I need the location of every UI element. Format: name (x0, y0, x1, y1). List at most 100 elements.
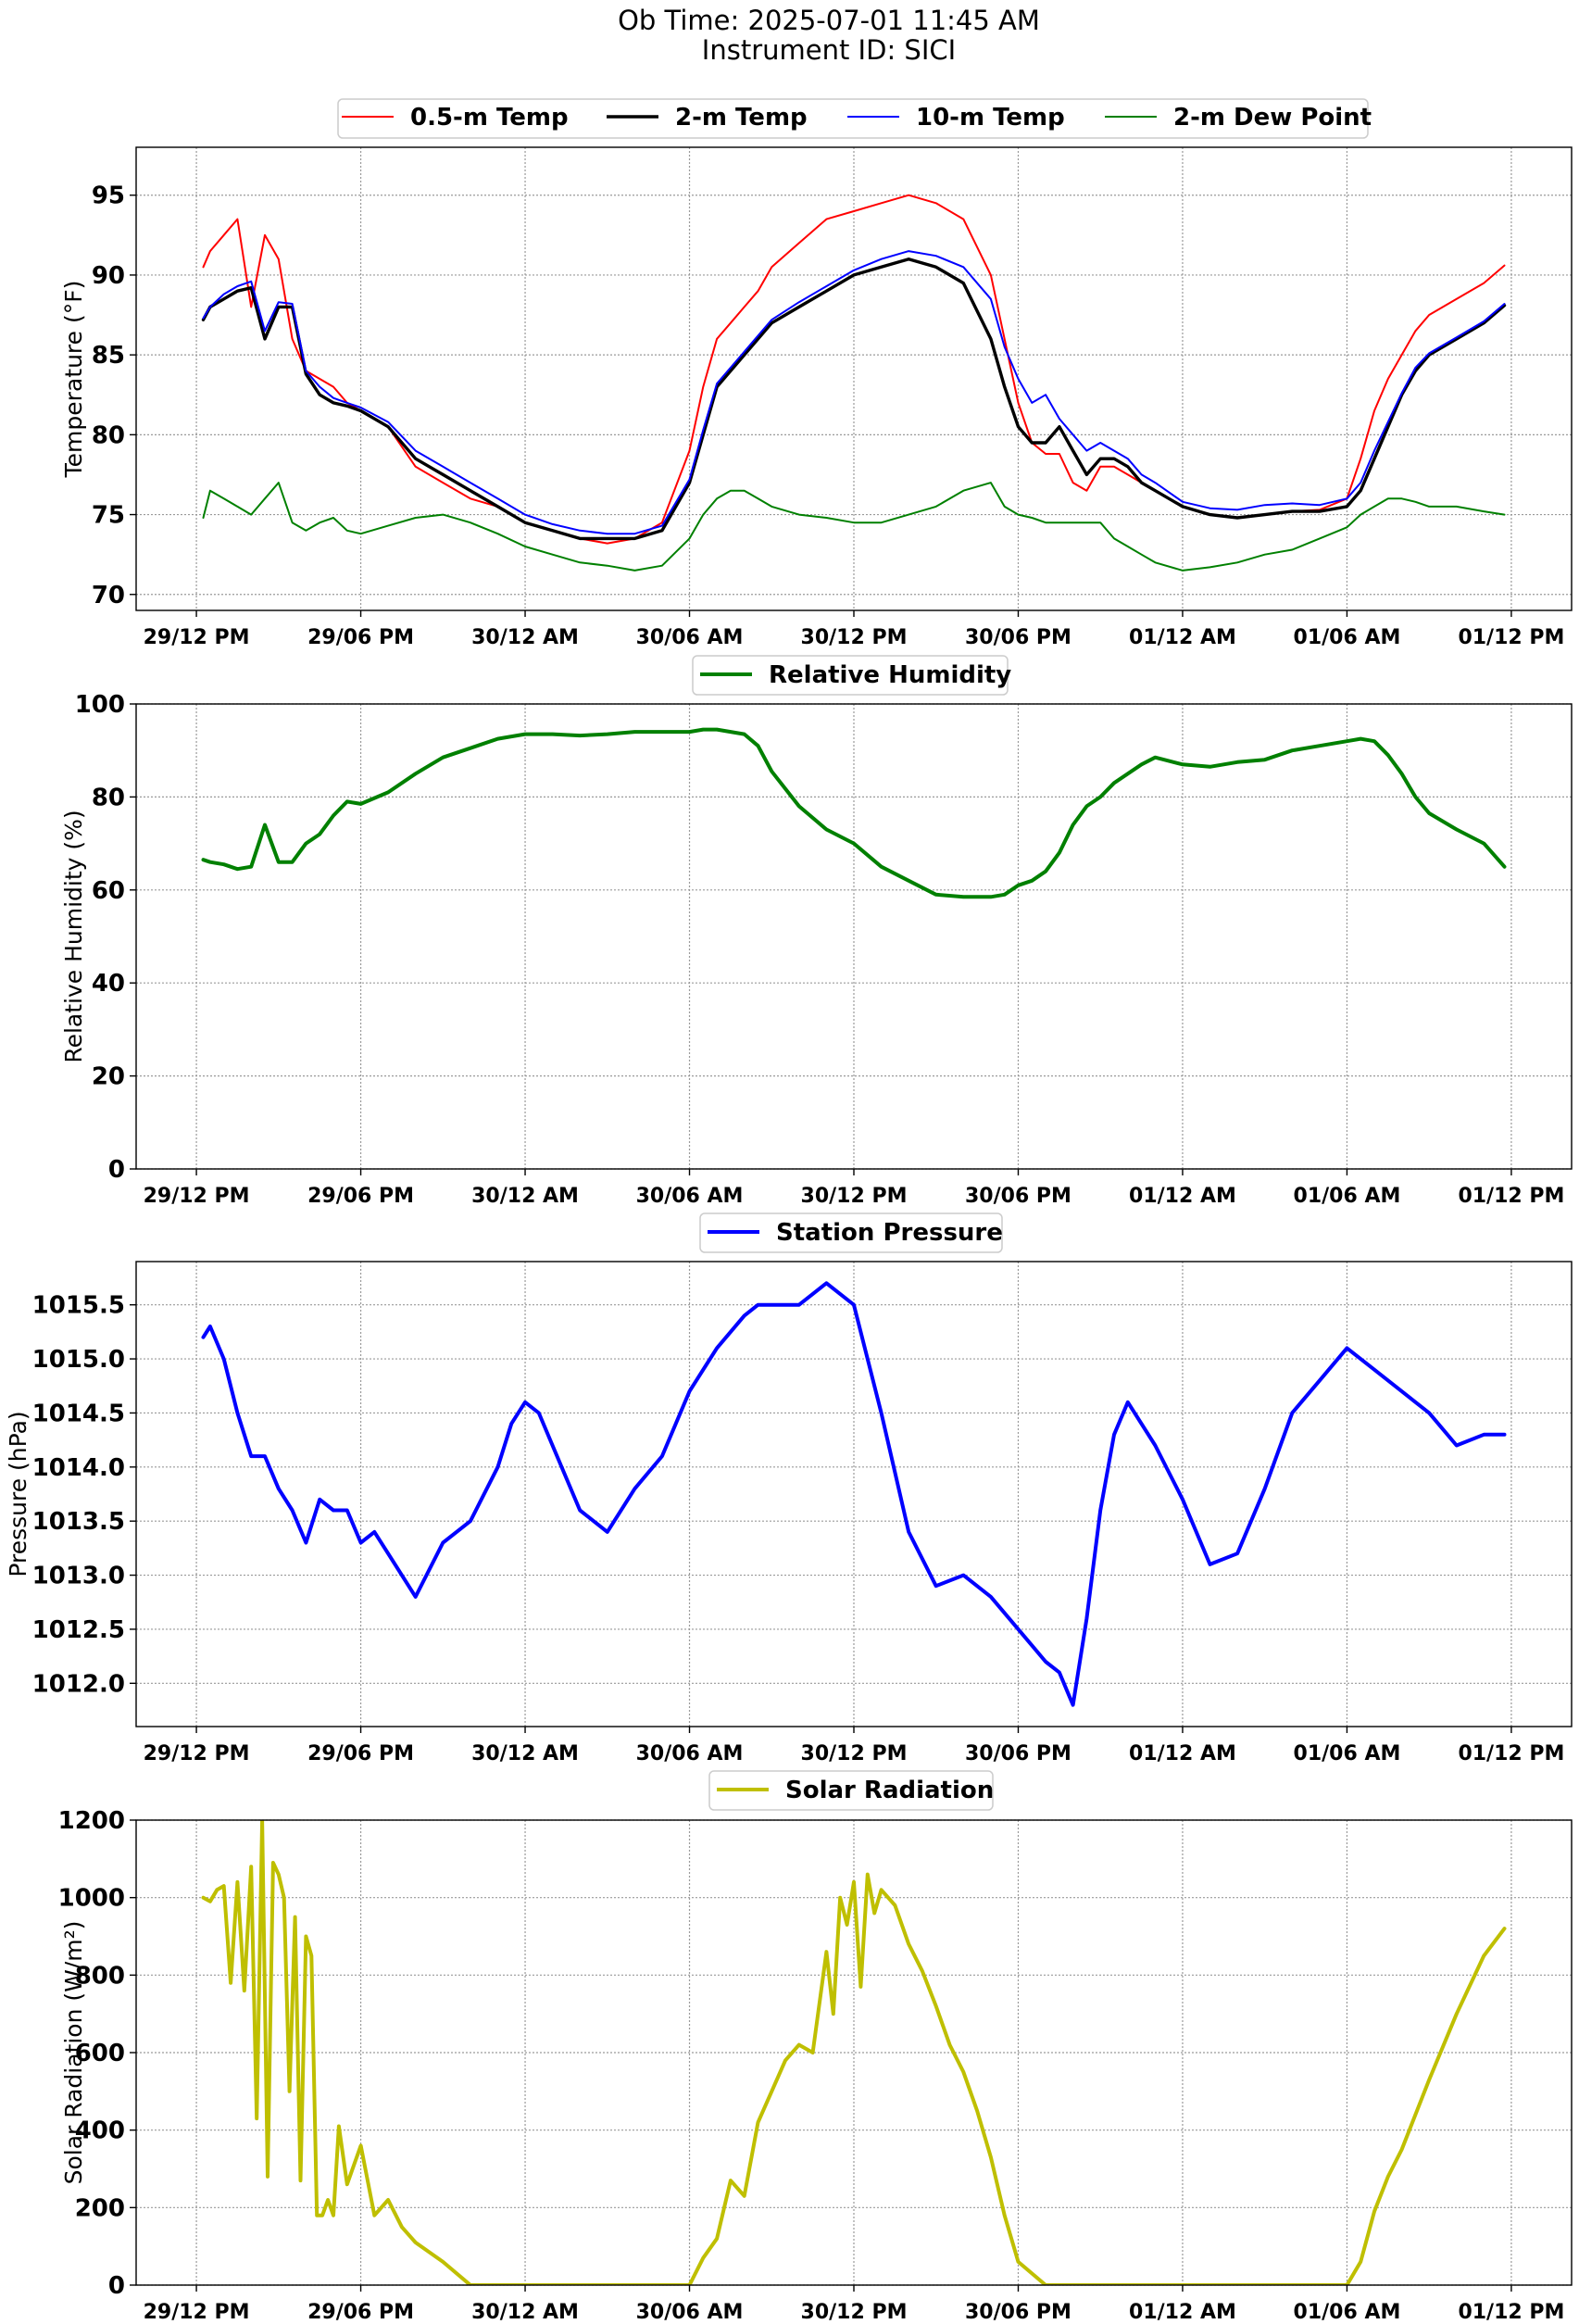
series-line-solar-radiation (201, 1820, 1507, 2285)
legend: Solar Radiation (708, 1770, 994, 1811)
legend-box (699, 1212, 1003, 1253)
y-tick-label: 200 (75, 2194, 125, 2222)
series-group (201, 194, 1507, 572)
y-tick-label: 1200 (58, 1807, 125, 1835)
x-tick-label: 30/12 PM (801, 1185, 908, 1208)
x-tick-label: 30/12 PM (801, 626, 908, 649)
y-tick-label: 60 (92, 877, 125, 905)
x-tick-label: 30/06 AM (636, 1185, 744, 1208)
y-tick-label: 80 (92, 421, 125, 449)
y-tick-label: 100 (75, 691, 125, 719)
legend-box (692, 655, 1009, 696)
series-group (201, 727, 1507, 899)
legend-label: Solar Radiation (785, 1777, 994, 1804)
x-tick-label: 29/06 PM (307, 1742, 414, 1765)
x-tick-label: 29/06 PM (307, 626, 414, 649)
y-tick-label: 1012.5 (32, 1616, 125, 1644)
y-tick-label: 800 (75, 1962, 125, 1990)
legend: 0.5-m Temp 2-m Temp 10-m Temp 2-m Dew Point (337, 98, 1372, 139)
x-tick-label: 30/06 AM (636, 626, 744, 649)
panel-solar: 29/12 PM 29/06 PM 30/12 AM 30/06 AM 30/12 PM… (58, 1770, 1573, 2324)
x-tick-label: 29/12 PM (144, 1185, 250, 1208)
panel-humidity: 29/12 PM 29/06 PM 30/12 AM 30/06 AM 30/12 PM… (60, 655, 1573, 1208)
y-tick-label: 80 (92, 784, 125, 811)
legend-label: 10-m Temp (916, 104, 1065, 132)
series-group (201, 1820, 1507, 2285)
y-tick-label: 0 (108, 2272, 125, 2300)
y-tick-label: 20 (92, 1063, 125, 1091)
x-tick-label: 01/06 AM (1294, 626, 1401, 649)
legend: Relative Humidity (692, 655, 1011, 696)
plot-frame (135, 146, 1573, 611)
x-tick-label: 30/06 PM (965, 626, 1071, 649)
x-tick-label: 01/12 PM (1458, 1742, 1564, 1765)
series-line-10-m-temp (202, 250, 1506, 535)
x-tick-label: 30/06 AM (636, 1742, 744, 1765)
y-tick-label: 1013.5 (32, 1508, 125, 1536)
series-group (201, 1281, 1507, 1707)
x-tick-label: 01/06 AM (1294, 1742, 1401, 1765)
title-ob-time: Ob Time: 2025-07-01 11:45 AM (618, 5, 1040, 36)
x-tick-label: 29/12 PM (144, 1742, 250, 1765)
legend-label: 2-m Temp (675, 104, 808, 132)
x-tick-label: 30/12 AM (471, 1185, 579, 1208)
x-tick-label: 01/12 AM (1129, 626, 1236, 649)
y-tick-label: 1014.5 (32, 1400, 125, 1427)
plot-frame (135, 1261, 1573, 1727)
y-tick-label: 1015.0 (32, 1346, 125, 1374)
chart-panels: 29/12 PM 29/06 PM 30/12 AM 30/06 AM 30/12 PM… (5, 98, 1573, 2324)
legend-label: 2-m Dew Point (1173, 104, 1372, 132)
x-tick-label: 01/12 AM (1129, 1185, 1236, 1208)
y-axis-label: Pressure (hPa) (5, 1411, 31, 1577)
y-tick-label: 1014.0 (32, 1454, 125, 1482)
y-axis-label: Relative Humidity (%) (60, 810, 87, 1062)
y-tick-label: 70 (92, 582, 125, 609)
x-tick-label: 29/12 PM (144, 626, 250, 649)
panel-pressure: 29/12 PM 29/06 PM 30/12 AM 30/06 AM 30/12 PM… (5, 1212, 1573, 1765)
legend: Station Pressure (699, 1212, 1003, 1253)
y-tick-label: 90 (92, 262, 125, 290)
plot-frame (135, 703, 1573, 1170)
legend-box (708, 1770, 994, 1811)
x-tick-label: 29/06 PM (307, 2301, 414, 2324)
title-instrument-id: Instrument ID: SICI (702, 34, 956, 66)
x-tick-label: 30/06 PM (965, 1185, 1071, 1208)
y-tick-label: 1000 (58, 1885, 125, 1913)
y-tick-label: 1013.0 (32, 1563, 125, 1590)
x-tick-label: 01/06 AM (1294, 2301, 1401, 2324)
plot-frame (135, 1819, 1573, 2286)
y-tick-label: 85 (92, 342, 125, 370)
x-tick-label: 30/06 PM (965, 2301, 1071, 2324)
y-tick-label: 1015.5 (32, 1292, 125, 1320)
x-tick-label: 01/12 AM (1129, 1742, 1236, 1765)
x-tick-label: 01/12 PM (1458, 2301, 1564, 2324)
x-tick-label: 30/12 AM (471, 2301, 579, 2324)
legend-box (337, 98, 1369, 139)
x-tick-label: 01/06 AM (1294, 1185, 1401, 1208)
x-tick-label: 30/12 PM (801, 2301, 908, 2324)
y-axis-label: Solar Radiation (W/m²) (60, 1921, 87, 2185)
x-tick-label: 01/12 AM (1129, 2301, 1236, 2324)
legend-label: Station Pressure (776, 1219, 1003, 1247)
y-tick-label: 75 (92, 502, 125, 530)
y-tick-label: 400 (75, 2117, 125, 2145)
y-tick-label: 95 (92, 182, 125, 210)
x-tick-label: 30/12 AM (471, 626, 579, 649)
series-line-2-m-dew-point (202, 482, 1506, 572)
x-tick-label: 29/06 PM (307, 1185, 414, 1208)
y-axis-label: Temperature (°F) (60, 281, 87, 479)
y-tick-label: 40 (92, 970, 125, 998)
panel-temperature: 29/12 PM 29/06 PM 30/12 AM 30/06 AM 30/12 PM… (60, 98, 1573, 649)
series-line-2-m-temp (201, 258, 1507, 541)
x-tick-label: 30/06 PM (965, 1742, 1071, 1765)
x-tick-label: 01/12 PM (1458, 1185, 1564, 1208)
y-tick-label: 1012.0 (32, 1670, 125, 1698)
legend-label: 0.5-m Temp (410, 104, 569, 132)
series-line-relative-humidity (201, 727, 1507, 899)
y-tick-label: 0 (108, 1156, 125, 1184)
x-tick-label: 30/06 AM (636, 2301, 744, 2324)
series-line-station-pressure (201, 1281, 1507, 1707)
y-tick-label: 600 (75, 2040, 125, 2067)
x-tick-label: 29/12 PM (144, 2301, 250, 2324)
